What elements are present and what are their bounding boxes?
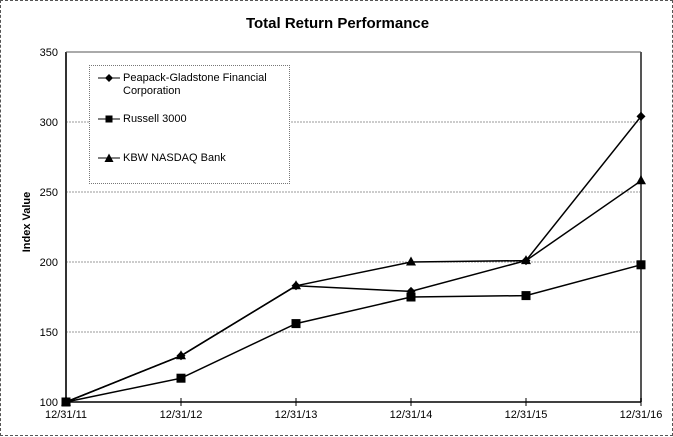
data-point-diamond [636, 111, 646, 121]
legend-item-peapack: Peapack-Gladstone Financial Corporation [98, 72, 273, 98]
legend-label: Russell 3000 [123, 113, 187, 125]
data-point-square [176, 373, 186, 383]
data-point-square [291, 319, 301, 329]
y-tick-label: 150 [40, 327, 58, 339]
data-point-square [636, 260, 646, 270]
x-tick-label: 12/31/11 [45, 409, 87, 421]
legend-item-kbw: KBW NASDAQ Bank [98, 152, 226, 164]
legend-label: Peapack-Gladstone Financial Corporation [123, 72, 267, 97]
legend: Peapack-Gladstone Financial Corporation … [89, 65, 290, 184]
y-tick-label: 200 [40, 257, 58, 269]
y-tick-label: 100 [40, 397, 58, 409]
series-line-square [65, 264, 642, 403]
legend-label: KBW NASDAQ Bank [123, 152, 226, 164]
data-point-triangle [61, 396, 71, 406]
legend-item-russell: Russell 3000 [98, 113, 187, 125]
y-tick-label: 250 [40, 187, 58, 199]
y-tick-label: 350 [40, 47, 58, 59]
x-tick-label: 12/31/15 [505, 409, 548, 421]
data-point-triangle [406, 256, 416, 266]
x-tick-label: 12/31/16 [620, 409, 663, 421]
x-tick-label: 12/31/14 [390, 409, 433, 421]
diamond-marker-icon [98, 74, 120, 82]
square-marker-icon [98, 115, 120, 123]
data-point-triangle [636, 175, 646, 185]
x-tick-label: 12/31/13 [275, 409, 318, 421]
data-point-triangle [521, 255, 531, 265]
chart-title: Total Return Performance [245, 15, 430, 32]
data-point-square [521, 291, 531, 301]
triangle-marker-icon [98, 153, 120, 162]
data-point-triangle [291, 280, 301, 290]
x-tick-label: 12/31/12 [160, 409, 203, 421]
data-point-triangle [176, 350, 186, 360]
y-tick-label: 300 [40, 117, 58, 129]
data-point-square [406, 292, 416, 302]
series-line-triangle [65, 180, 642, 403]
